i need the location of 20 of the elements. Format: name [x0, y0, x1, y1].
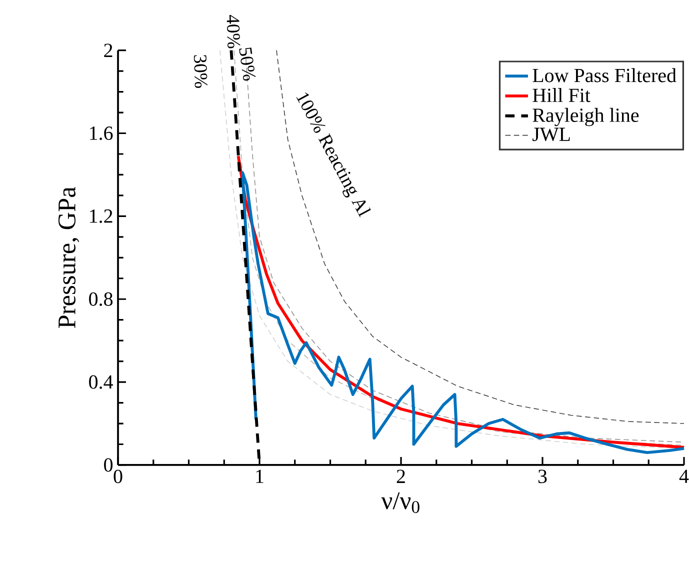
text: 30% [194, 55, 208, 88]
legend-label: Hill Fit [532, 88, 590, 102]
legend-label: Rayleigh line [532, 108, 639, 126]
y-tick-label: 1.2 [90, 209, 112, 223]
text: 40% [226, 14, 240, 48]
x-tick-label: 0 [114, 470, 122, 484]
y-tick-label: 0 [104, 458, 113, 472]
x-tick-label: 3 [538, 470, 547, 484]
y-tick-label: 1.6 [90, 126, 113, 140]
y-tick-label: 2 [104, 44, 112, 57]
x-tick-label: 2 [396, 470, 405, 483]
text: 50% [239, 48, 256, 81]
y-tick-label: 0.8 [89, 292, 113, 306]
x-tick-label: 1 [256, 470, 264, 483]
y-axis-title: Pressure, GPa [58, 186, 80, 328]
y-tick-label: 0.4 [89, 375, 113, 389]
x-tick-label: 4 [679, 470, 689, 483]
legend-label: Low Pass Filtered [532, 68, 676, 82]
x-axis-title: ν/ν$_{0}$ [381, 492, 420, 514]
annotation: JWL [532, 128, 570, 142]
